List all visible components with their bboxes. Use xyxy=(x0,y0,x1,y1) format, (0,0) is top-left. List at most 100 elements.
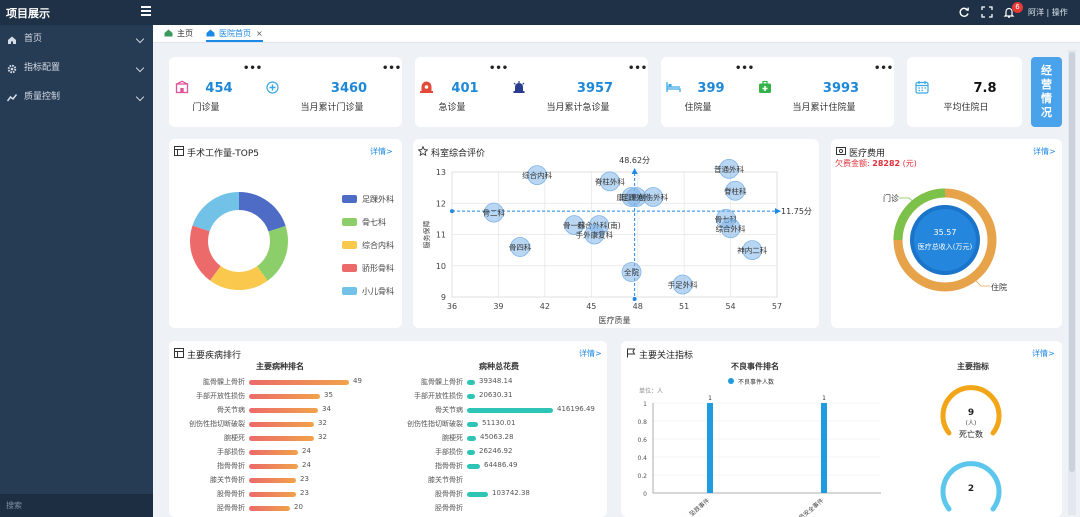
sidebar-item-indicator-config[interactable]: 指标配置 xyxy=(0,54,153,83)
detail-link[interactable]: 详情> xyxy=(1033,147,1056,156)
scatter-point[interactable] xyxy=(564,215,585,236)
stat-value: 399 xyxy=(697,81,725,96)
rank-bar xyxy=(249,380,349,385)
owed-amount: 欠费金额: 28282 (元) xyxy=(835,158,917,169)
rank-row: 创伤性指切断破裂 32 xyxy=(169,419,379,430)
gauge-value: 2 xyxy=(967,484,975,494)
sidebar-item-home[interactable]: 首页 xyxy=(0,25,153,54)
point-label: 骨二科 xyxy=(483,208,506,218)
table-icon xyxy=(174,348,184,358)
cost-value: 20630.31 xyxy=(479,391,513,399)
more-icon[interactable]: ••• xyxy=(735,63,755,74)
stat-value: 3957 xyxy=(576,81,614,96)
point-label: 综合外科(南) xyxy=(577,220,620,230)
sidebar-search[interactable]: 搜索 xyxy=(0,494,153,517)
bell-icon[interactable] xyxy=(1003,6,1015,18)
close-icon[interactable]: × xyxy=(256,29,263,38)
fullscreen-icon[interactable] xyxy=(981,6,993,18)
rank-value: 49 xyxy=(353,377,362,385)
scatter-point[interactable] xyxy=(584,224,605,245)
legend-item[interactable]: 综合内科 xyxy=(342,240,394,251)
inpatient-label: 住院 xyxy=(991,283,1007,292)
expense-center-label: 医疗总收入(万元) xyxy=(917,243,973,251)
point-label: 创伤外科 xyxy=(638,192,668,202)
donut-slice xyxy=(190,192,288,290)
legend-label: 综合内科 xyxy=(362,241,394,250)
detail-link[interactable]: 详情> xyxy=(1032,349,1055,358)
legend-swatch xyxy=(342,287,357,295)
more-icon[interactable]: ••• xyxy=(489,63,509,74)
y-tick-label: 13 xyxy=(436,168,446,177)
scatter-point[interactable] xyxy=(720,218,741,239)
rank-label: 腕梗死 xyxy=(224,434,245,442)
point-label: 脊柱外科 xyxy=(595,176,625,186)
legend-swatch xyxy=(342,218,357,226)
legend-item[interactable]: 骨七科 xyxy=(342,217,386,228)
cost-bar xyxy=(467,436,476,441)
rank-value: 32 xyxy=(318,433,327,441)
scatter-point[interactable] xyxy=(483,202,504,223)
cost-row: 骨关节病 416196.49 xyxy=(379,405,607,416)
flag-icon xyxy=(627,348,636,358)
stat-value: 3993 xyxy=(822,81,860,96)
scatter-point[interactable] xyxy=(643,187,664,207)
donut-slice xyxy=(190,192,288,290)
app-title: 项目展示 xyxy=(6,7,50,20)
detail-link[interactable]: 详情> xyxy=(370,147,393,156)
top-bar: 项目展示 6 阿洋 | 操作 xyxy=(0,0,1080,25)
scatter-point[interactable] xyxy=(742,240,763,261)
adverse-bar[interactable] xyxy=(821,403,827,493)
outpatient-label: 门诊 xyxy=(883,194,899,203)
scatter-point[interactable] xyxy=(719,158,739,179)
user-menu[interactable]: 阿洋 | 操作 xyxy=(1028,8,1068,17)
tab-hospital-home[interactable]: 医院首页 × xyxy=(206,28,263,42)
menu-toggle-icon[interactable] xyxy=(141,6,151,16)
cost-row: 创伤性指切断破裂 51130.01 xyxy=(379,419,607,430)
scatter-point[interactable] xyxy=(510,237,530,257)
cost-row: 指骨骨折 64486.49 xyxy=(379,461,607,472)
y-tick-label: 9 xyxy=(441,293,446,302)
scatter-point[interactable] xyxy=(527,165,548,186)
scatter-point[interactable] xyxy=(599,171,620,192)
home-icon xyxy=(206,29,215,37)
calendar-icon xyxy=(915,81,929,94)
detail-link[interactable]: 详情> xyxy=(579,349,602,358)
bar-category-label: 跌倒、坠跌事件 xyxy=(674,496,711,517)
rank-label: 手部损伤 xyxy=(217,448,245,456)
rank-bar xyxy=(249,450,298,455)
cost-bar xyxy=(467,492,488,497)
x-tick-label: 48 xyxy=(633,302,643,311)
more-icon[interactable]: ••• xyxy=(243,63,263,74)
more-icon[interactable]: ••• xyxy=(628,63,648,74)
business-overview-button[interactable]: 经营情况 xyxy=(1031,57,1062,127)
gear-icon xyxy=(7,64,17,74)
legend-item[interactable]: 小儿骨科 xyxy=(342,286,394,297)
adverse-bar-chart: 1 0.8 0.6 0.4 0.2 0 1 跌倒、坠跌事件 1 医疗人员安全事件 xyxy=(637,395,881,517)
stat-label: 门诊量 xyxy=(192,103,220,113)
point-label: 骨七科 xyxy=(715,214,738,224)
cost-label: 手部开放性损伤 xyxy=(414,392,463,400)
notification-badge: 6 xyxy=(1012,2,1023,13)
legend-item[interactable]: 骄形骨科 xyxy=(342,263,394,274)
tab-main[interactable]: 主页 xyxy=(164,28,193,42)
more-icon[interactable]: ••• xyxy=(382,63,402,74)
page-scrollbar-thumb[interactable] xyxy=(1069,52,1075,472)
stat-value: 7.8 xyxy=(973,81,997,96)
leader-lines xyxy=(899,197,990,287)
sidebar-item-label: 首页 xyxy=(24,34,43,44)
scatter-point[interactable] xyxy=(672,274,693,295)
tab-label: 主页 xyxy=(177,29,193,38)
stat-label: 住院量 xyxy=(684,103,712,113)
x-tick-label: 42 xyxy=(540,302,550,311)
scatter-point[interactable] xyxy=(725,180,746,201)
sidebar-item-quality-control[interactable]: 质量控制 xyxy=(0,83,153,112)
cost-label: 指骨骨折 xyxy=(435,462,463,470)
more-icon[interactable]: ••• xyxy=(874,63,894,74)
tab-bar: 主页 医院首页 × xyxy=(153,25,1080,43)
rank-value: 23 xyxy=(300,489,309,497)
scatter-point[interactable] xyxy=(621,262,642,282)
disease-rank-panel: 主要疾病排行 详情> 主要病种排名 病种总花费 肱骨髁上骨折 49 手部开放性损伤 3… xyxy=(169,341,607,517)
legend-item[interactable]: 足踝外科 xyxy=(342,194,394,205)
adverse-bar[interactable] xyxy=(707,403,713,493)
refresh-icon[interactable] xyxy=(958,6,970,18)
